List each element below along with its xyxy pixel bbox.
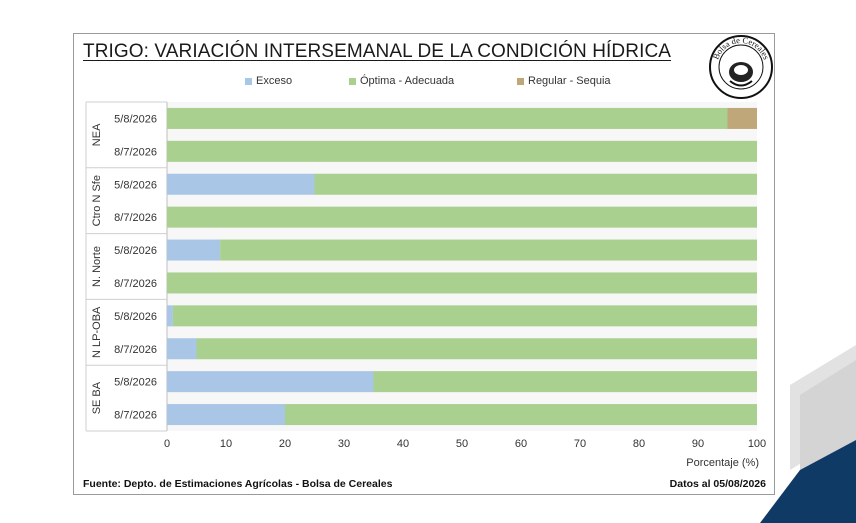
bar-segment-optima <box>167 107 728 129</box>
data-date-note: Datos al 05/08/2026 <box>669 478 766 490</box>
legend-label-exceso: Exceso <box>256 75 293 87</box>
bar-segment-exceso <box>167 239 221 261</box>
bar-segment-exceso <box>167 338 197 360</box>
source-note: Fuente: Depto. de Estimaciones Agrícolas… <box>83 478 393 490</box>
row-date-label: 8/7/2026 <box>114 344 157 356</box>
row-date-label: 5/8/2026 <box>114 179 157 191</box>
chart-title: TRIGO: VARIACIÓN INTERSEMANAL DE LA COND… <box>83 41 672 62</box>
x-tick-label: 20 <box>279 438 291 450</box>
row-date-label: 5/8/2026 <box>114 377 157 389</box>
bar-segment-optima <box>167 206 757 228</box>
row-date-label: 5/8/2026 <box>114 113 157 125</box>
x-tick-label: 30 <box>338 438 350 450</box>
bar-segment-exceso <box>167 305 173 327</box>
bar-segment-regular <box>727 107 757 129</box>
row-date-label: 5/8/2026 <box>114 245 157 257</box>
legend-swatch-regular <box>517 77 524 85</box>
stacked-bar-chart: 5/8/2026 8/7/2026 5/8/2026 8/7/2026 5/8/2026… <box>85 101 766 469</box>
bar-segment-optima <box>196 338 757 360</box>
row-date-label: 8/7/2026 <box>114 278 157 290</box>
x-tick-label: 0 <box>164 438 170 450</box>
legend-item-exceso: Exceso <box>245 75 292 87</box>
bar-segment-optima <box>167 140 757 162</box>
legend-swatch-optima <box>349 77 356 85</box>
bar-segment-optima <box>314 173 757 195</box>
bar-segment-optima <box>220 239 758 261</box>
row-date-label: 8/7/2026 <box>114 146 157 158</box>
bar-segment-optima <box>167 272 757 294</box>
group-label: N LP-OBA <box>91 306 103 358</box>
bar-segment-optima <box>172 305 757 327</box>
x-tick-label: 80 <box>633 438 645 450</box>
legend-item-regular: Regular - Sequia <box>517 75 611 87</box>
legend-item-optima: Óptima - Adecuada <box>349 75 454 87</box>
x-tick-label: 60 <box>515 438 527 450</box>
legend-label-regular: Regular - Sequia <box>528 75 611 87</box>
legend-label-optima: Óptima - Adecuada <box>360 75 455 87</box>
x-tick-label: 50 <box>456 438 468 450</box>
group-label: SE BA <box>91 381 103 414</box>
x-tick-label: 90 <box>692 438 704 450</box>
x-axis-title: Porcentaje (%) <box>686 457 759 469</box>
chart-frame: TRIGO: VARIACIÓN INTERSEMANAL DE LA COND… <box>73 33 775 495</box>
bar-segment-optima <box>373 371 757 393</box>
x-tick-label: 100 <box>748 438 766 450</box>
bolsa-de-cereales-seal-logo: Bolsa de Cereales <box>709 35 773 99</box>
x-tick-label: 70 <box>574 438 586 450</box>
x-tick-label: 10 <box>220 438 232 450</box>
group-label: Ctro N Sfe <box>91 175 103 226</box>
bar-segment-exceso <box>167 371 374 393</box>
legend-swatch-exceso <box>245 77 252 85</box>
row-date-label: 8/7/2026 <box>114 212 157 224</box>
bar-segment-optima <box>285 404 757 426</box>
row-date-label: 8/7/2026 <box>114 410 157 422</box>
x-tick-label: 40 <box>397 438 409 450</box>
group-label: NEA <box>91 123 103 146</box>
group-label: N. Norte <box>91 246 103 287</box>
bar-segment-exceso <box>167 404 285 426</box>
row-date-label: 5/8/2026 <box>114 311 157 323</box>
bar-segment-exceso <box>167 173 315 195</box>
chart-legend: Exceso Óptima - Adecuada Regular - Sequi… <box>74 75 774 91</box>
